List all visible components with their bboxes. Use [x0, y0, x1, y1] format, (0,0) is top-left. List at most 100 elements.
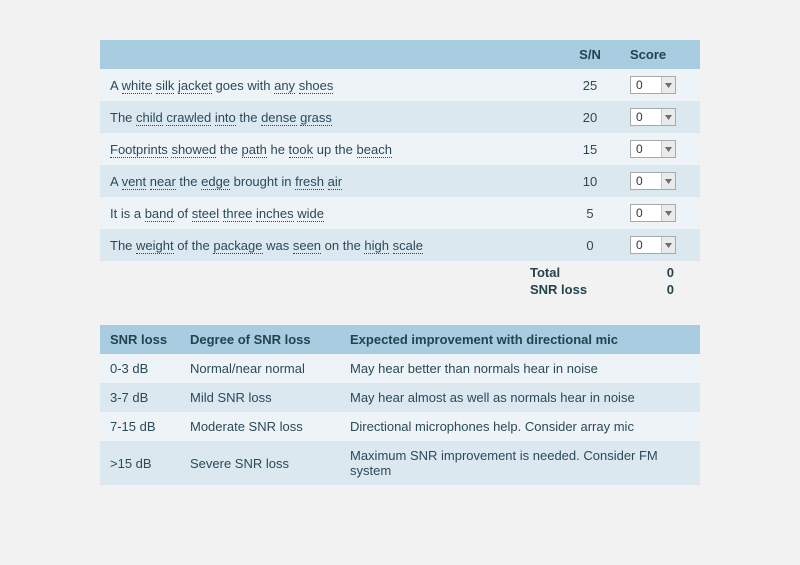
keyword: seen [293, 238, 321, 254]
table-row: It is a band of steel three inches wide5… [100, 197, 700, 229]
total-value: 0 [600, 265, 680, 280]
totals: Total 0 SNR loss 0 [100, 265, 700, 297]
col-score: Score [620, 40, 700, 69]
sentence-cell: The child crawled into the dense grass [100, 101, 560, 133]
score-select[interactable]: 0 [630, 172, 676, 190]
col-sn: S/N [560, 40, 620, 69]
ref-snr: 3-7 dB [100, 383, 180, 412]
score-value: 0 [631, 78, 661, 92]
sentence-cell: It is a band of steel three inches wide [100, 197, 560, 229]
keyword: showed [171, 142, 216, 158]
sentence-cell: The weight of the package was seen on th… [100, 229, 560, 261]
score-value: 0 [631, 206, 661, 220]
keyword: jacket [178, 78, 212, 94]
score-value: 0 [631, 174, 661, 188]
reference-table: SNR loss Degree of SNR loss Expected imp… [100, 325, 700, 485]
table-row: A white silk jacket goes with any shoes2… [100, 69, 700, 101]
keyword: path [242, 142, 267, 158]
score-cell: 0 [620, 197, 700, 229]
snr-loss-label: SNR loss [100, 282, 600, 297]
score-select[interactable]: 0 [630, 108, 676, 126]
keyword: wide [297, 206, 324, 222]
chevron-down-icon [661, 237, 675, 253]
ref-snr: >15 dB [100, 441, 180, 485]
keyword: weight [136, 238, 174, 254]
table-row: A vent near the edge brought in fresh ai… [100, 165, 700, 197]
score-value: 0 [631, 142, 661, 156]
sn-cell: 5 [560, 197, 620, 229]
col-improvement: Expected improvement with directional mi… [340, 325, 700, 354]
ref-degree: Moderate SNR loss [180, 412, 340, 441]
keyword: into [215, 110, 236, 126]
keyword: Footprints [110, 142, 168, 158]
score-cell: 0 [620, 69, 700, 101]
keyword: beach [357, 142, 392, 158]
keyword: high [364, 238, 389, 254]
score-cell: 0 [620, 165, 700, 197]
keyword: vent [122, 174, 147, 190]
keyword: steel [192, 206, 219, 222]
table-row: The weight of the package was seen on th… [100, 229, 700, 261]
total-label: Total [100, 265, 600, 280]
ref-degree: Severe SNR loss [180, 441, 340, 485]
keyword: package [213, 238, 262, 254]
ref-degree: Mild SNR loss [180, 383, 340, 412]
table-row: 0-3 dBNormal/near normalMay hear better … [100, 354, 700, 383]
chevron-down-icon [661, 173, 675, 189]
col-snr-loss: SNR loss [100, 325, 180, 354]
keyword: child [136, 110, 163, 126]
chevron-down-icon [661, 141, 675, 157]
keyword: scale [393, 238, 423, 254]
sn-cell: 0 [560, 229, 620, 261]
ref-snr: 7-15 dB [100, 412, 180, 441]
keyword: took [289, 142, 314, 158]
sn-cell: 25 [560, 69, 620, 101]
sentence-cell: Footprints showed the path he took up th… [100, 133, 560, 165]
table-row: 3-7 dBMild SNR lossMay hear almost as we… [100, 383, 700, 412]
table-row: >15 dBSevere SNR lossMaximum SNR improve… [100, 441, 700, 485]
keyword: dense [261, 110, 296, 126]
score-cell: 0 [620, 101, 700, 133]
table-row: Footprints showed the path he took up th… [100, 133, 700, 165]
sn-cell: 15 [560, 133, 620, 165]
ref-snr: 0-3 dB [100, 354, 180, 383]
score-cell: 0 [620, 229, 700, 261]
keyword: crawled [166, 110, 211, 126]
sn-cell: 10 [560, 165, 620, 197]
keyword: white [122, 78, 152, 94]
keyword: inches [256, 206, 294, 222]
sn-cell: 20 [560, 101, 620, 133]
score-value: 0 [631, 110, 661, 124]
chevron-down-icon [661, 205, 675, 221]
chevron-down-icon [661, 109, 675, 125]
keyword: shoes [299, 78, 334, 94]
keyword: grass [300, 110, 332, 126]
col-degree: Degree of SNR loss [180, 325, 340, 354]
ref-improve: May hear better than normals hear in noi… [340, 354, 700, 383]
sentence-cell: A white silk jacket goes with any shoes [100, 69, 560, 101]
keyword: near [150, 174, 176, 190]
sentence-cell: A vent near the edge brought in fresh ai… [100, 165, 560, 197]
score-select[interactable]: 0 [630, 76, 676, 94]
keyword: three [223, 206, 253, 222]
col-sentence [100, 40, 560, 69]
sentence-table: S/N Score A white silk jacket goes with … [100, 40, 700, 261]
keyword: air [328, 174, 342, 190]
score-select[interactable]: 0 [630, 204, 676, 222]
ref-improve: Maximum SNR improvement is needed. Consi… [340, 441, 700, 485]
score-cell: 0 [620, 133, 700, 165]
ref-degree: Normal/near normal [180, 354, 340, 383]
score-select[interactable]: 0 [630, 140, 676, 158]
ref-improve: May hear almost as well as normals hear … [340, 383, 700, 412]
score-select[interactable]: 0 [630, 236, 676, 254]
keyword: edge [201, 174, 230, 190]
snr-loss-value: 0 [600, 282, 680, 297]
keyword: silk [156, 78, 175, 94]
table-row: 7-15 dBModerate SNR lossDirectional micr… [100, 412, 700, 441]
ref-improve: Directional microphones help. Consider a… [340, 412, 700, 441]
table-row: The child crawled into the dense grass20… [100, 101, 700, 133]
keyword: band [145, 206, 174, 222]
score-value: 0 [631, 238, 661, 252]
keyword: any [274, 78, 295, 94]
chevron-down-icon [661, 77, 675, 93]
